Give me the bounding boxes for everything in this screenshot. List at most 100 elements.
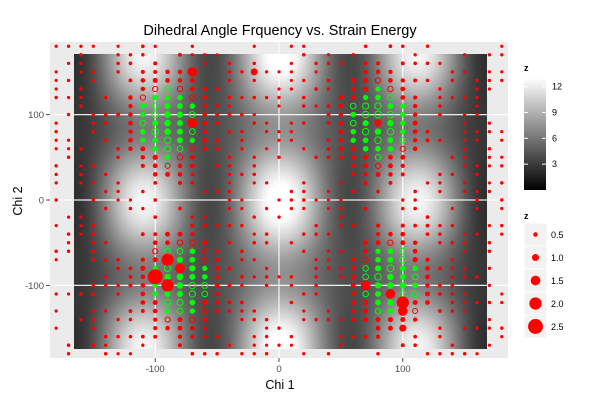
data-point — [302, 249, 306, 253]
data-point — [500, 138, 504, 142]
data-point — [190, 334, 195, 339]
data-point — [214, 265, 220, 271]
data-point — [363, 206, 368, 211]
data-point — [413, 334, 418, 339]
data-point — [326, 232, 331, 236]
data-point — [265, 343, 269, 347]
data-point — [387, 248, 394, 254]
data-point — [425, 181, 430, 185]
data-point — [500, 53, 504, 57]
data-point — [277, 87, 281, 91]
data-point — [189, 137, 195, 143]
data-point — [413, 223, 418, 228]
data-point — [91, 283, 95, 288]
data-point — [374, 102, 382, 110]
data-point — [153, 334, 158, 339]
data-point — [500, 181, 504, 185]
data-point — [438, 138, 442, 142]
data-point — [386, 127, 395, 136]
data-point — [326, 198, 331, 202]
data-point — [399, 256, 407, 264]
data-point — [189, 265, 196, 272]
data-point — [462, 164, 467, 168]
data-point — [413, 95, 418, 100]
data-point — [140, 78, 146, 83]
data-point — [301, 95, 306, 100]
data-point — [350, 274, 356, 280]
data-point — [500, 334, 504, 339]
data-point — [116, 266, 120, 271]
data-point — [202, 61, 207, 66]
data-point — [438, 292, 442, 296]
data-point — [338, 138, 344, 143]
data-point — [214, 283, 220, 288]
data-point — [140, 232, 145, 237]
data-point — [79, 104, 83, 108]
data-point — [338, 112, 344, 117]
data-point — [375, 94, 381, 101]
data-point — [164, 154, 171, 161]
data-point — [152, 172, 158, 177]
data-point — [240, 112, 244, 117]
data-point — [374, 265, 382, 272]
data-point — [66, 78, 71, 83]
data-point — [152, 120, 159, 127]
data-point — [411, 290, 419, 298]
data-point — [240, 206, 244, 211]
data-point — [79, 172, 83, 177]
data-point — [277, 275, 281, 279]
data-point — [387, 145, 394, 152]
data-point-large — [360, 280, 371, 291]
data-point — [177, 231, 183, 237]
data-point — [215, 112, 219, 117]
data-point — [400, 103, 406, 109]
data-point — [240, 317, 244, 322]
data-point — [202, 103, 207, 109]
data-point — [54, 147, 58, 151]
data-point — [264, 130, 269, 134]
colorbar-ticks: 3 6 9 12 — [524, 82, 562, 169]
data-point — [79, 44, 83, 48]
data-point — [240, 223, 244, 228]
size-legend-label: 2.0 — [551, 299, 564, 309]
size-legend-dot — [533, 232, 538, 237]
data-point — [475, 352, 479, 356]
data-point — [264, 352, 269, 356]
data-point — [66, 44, 71, 48]
data-point-large — [396, 296, 409, 309]
data-point — [227, 70, 232, 74]
data-point — [178, 206, 182, 211]
data-point — [289, 334, 294, 339]
data-point — [153, 232, 158, 237]
data-point — [350, 128, 357, 135]
data-point — [363, 69, 368, 74]
data-point — [289, 206, 294, 211]
data-point — [425, 300, 430, 305]
data-point — [128, 198, 133, 202]
data-point — [438, 87, 442, 91]
data-point — [475, 189, 479, 194]
data-point — [438, 61, 442, 66]
data-point — [227, 172, 232, 176]
data-point — [128, 78, 133, 83]
data-point — [140, 334, 145, 339]
data-point — [411, 273, 419, 281]
data-point — [152, 154, 158, 160]
data-point — [240, 172, 244, 177]
data-point — [252, 172, 256, 177]
data-point — [240, 283, 244, 288]
data-point — [177, 325, 183, 331]
data-point — [215, 87, 219, 91]
data-point — [164, 316, 171, 323]
data-point — [289, 189, 294, 194]
data-point — [202, 274, 208, 280]
data-point — [54, 138, 58, 142]
x-axis-label: Chi 1 — [265, 378, 294, 392]
data-point — [140, 137, 146, 143]
size-legend-title: z — [524, 211, 529, 221]
data-point — [201, 248, 208, 255]
data-point — [412, 120, 418, 126]
data-point — [338, 103, 344, 109]
data-point — [363, 248, 369, 254]
data-point — [350, 78, 356, 83]
